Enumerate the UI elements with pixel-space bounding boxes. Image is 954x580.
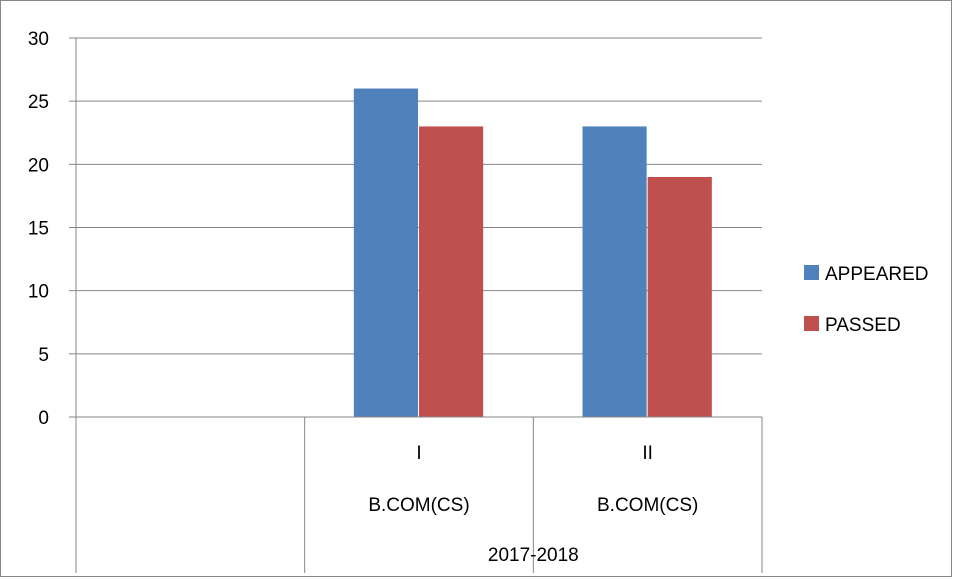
bar-passed-1 xyxy=(419,126,484,417)
legend-label-appeared: APPEARED xyxy=(825,264,928,285)
tick-labels: 0 5 10 15 20 25 30 I B.COM(CS) II B.COM(CS) 2017-20… xyxy=(28,29,698,566)
y-tick-label: 0 xyxy=(38,408,49,429)
bar-appeared-1 xyxy=(353,88,418,418)
y-tick-label: 25 xyxy=(28,92,49,113)
y-tick-label: 5 xyxy=(38,345,49,366)
legend: APPEARED PASSED xyxy=(804,264,928,336)
y-tick-label: 10 xyxy=(28,282,49,303)
axes xyxy=(69,37,763,573)
x-group-label: B.COM(CS) xyxy=(597,495,698,516)
y-tick-label: 15 xyxy=(28,219,49,240)
x-period-label: 2017-2018 xyxy=(488,545,579,566)
bar-appeared-2 xyxy=(582,126,647,417)
legend-swatch-appeared xyxy=(804,265,819,280)
x-group-label: B.COM(CS) xyxy=(368,495,469,516)
legend-label-passed: PASSED xyxy=(825,315,901,336)
x-tick-label: II xyxy=(642,443,653,464)
y-tick-label: 30 xyxy=(28,29,49,50)
legend-swatch-passed xyxy=(804,316,819,331)
bar-passed-2 xyxy=(647,176,712,417)
y-tick-label: 20 xyxy=(28,155,49,176)
x-tick-label: I xyxy=(416,443,421,464)
bars xyxy=(353,88,712,418)
